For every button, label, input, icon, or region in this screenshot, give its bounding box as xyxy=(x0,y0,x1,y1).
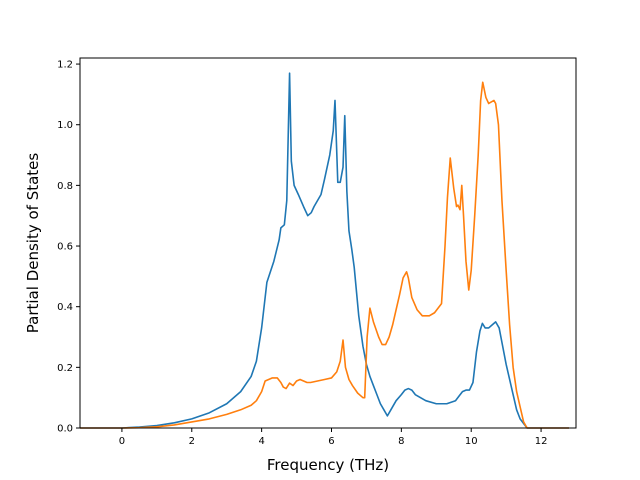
x-tick-label: 10 xyxy=(465,436,478,447)
series-line-2 xyxy=(80,81,570,429)
y-tick-label: 1.2 xyxy=(57,60,73,71)
y-tick-label: 0.2 xyxy=(57,363,73,374)
x-tick-label: 0 xyxy=(119,436,125,447)
x-tick-label: 6 xyxy=(328,436,334,447)
plot-frame xyxy=(79,57,577,429)
x-tick-label: 2 xyxy=(189,436,195,447)
plot-lines xyxy=(80,72,570,429)
x-tick-label: 4 xyxy=(258,436,264,447)
y-tick-label: 0.0 xyxy=(57,424,73,435)
series-line-1 xyxy=(80,72,570,429)
y-tick-label: 0.4 xyxy=(57,302,73,313)
y-tick-label: 1.0 xyxy=(57,120,73,131)
y-axis-label: Partial Density of States xyxy=(24,153,42,334)
y-axis-ticks: 0.0 0.2 0.4 0.6 0.8 1.0 1.2 xyxy=(57,60,80,435)
x-tick-label: 8 xyxy=(398,436,404,447)
y-tick-label: 0.8 xyxy=(57,181,73,192)
x-axis-ticks: 0 2 4 6 8 10 12 xyxy=(119,428,548,447)
y-tick-label: 0.6 xyxy=(57,242,73,253)
x-axis-label: Frequency (THz) xyxy=(267,456,389,474)
x-tick-label: 12 xyxy=(535,436,548,447)
